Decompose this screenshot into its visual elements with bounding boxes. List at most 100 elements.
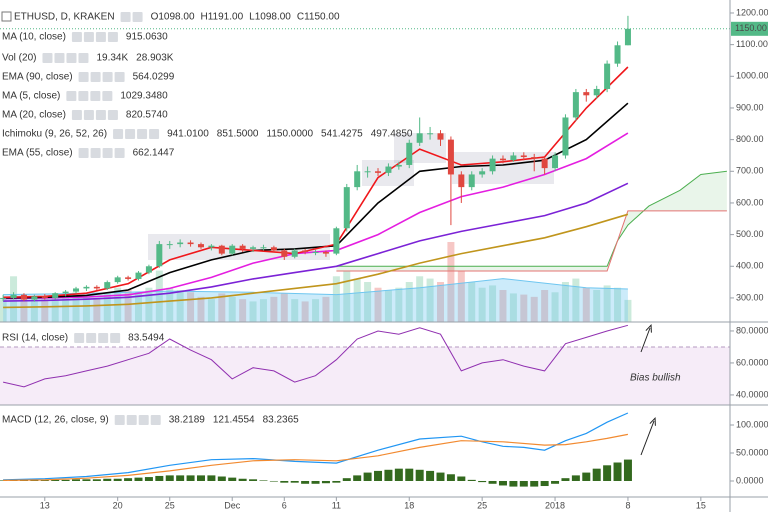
indicator-value: 83.5494 xyxy=(128,333,165,344)
indicator-value: 1150.0000 xyxy=(267,129,314,140)
annotation: Bias bullish xyxy=(630,373,681,384)
candle-body xyxy=(20,294,27,300)
volume-bar xyxy=(135,292,143,322)
candle-body xyxy=(187,242,194,245)
volume-bar xyxy=(353,278,361,322)
indicator-name: Vol (20) xyxy=(2,53,36,64)
indicator-icon xyxy=(42,53,53,63)
indicator-icon xyxy=(95,32,106,42)
moving-average xyxy=(3,102,629,299)
candle-body xyxy=(322,252,329,254)
candle-body xyxy=(416,133,423,143)
histogram-bar xyxy=(478,480,487,483)
candle-body xyxy=(10,294,17,298)
volume-bar xyxy=(572,278,580,322)
indicator-icon xyxy=(78,91,89,101)
volume-bar xyxy=(301,301,309,322)
candle-body xyxy=(447,139,454,175)
histogram-bar xyxy=(623,459,632,481)
histogram-bar xyxy=(426,470,435,481)
histogram-bar xyxy=(571,475,580,481)
indicator-value: 38.2189 xyxy=(169,415,206,426)
x-tick-label: 25 xyxy=(165,500,175,510)
x-tick-label: 8 xyxy=(625,500,630,510)
volume-bar xyxy=(249,301,257,322)
candle-body xyxy=(552,155,559,169)
candle-body xyxy=(468,174,475,188)
volume-bar xyxy=(530,296,538,322)
volume-bar xyxy=(520,294,528,322)
macd-pane xyxy=(0,412,632,487)
y-tick-label: 0.0000 xyxy=(736,475,764,485)
x-tick-label: 25 xyxy=(477,500,487,510)
histogram-bar xyxy=(113,478,122,481)
y-tick-label: 700.00 xyxy=(736,166,764,176)
volume-bar xyxy=(478,287,486,322)
histogram-bar xyxy=(196,475,205,481)
volume-bar xyxy=(457,270,465,322)
volume-bar xyxy=(280,293,288,322)
y-tick-label: 900.00 xyxy=(736,102,764,112)
volume-bar xyxy=(468,282,476,322)
indicator-icon xyxy=(71,32,82,42)
volume-bar xyxy=(197,296,205,322)
candle-body xyxy=(156,244,163,267)
histogram-bar xyxy=(124,478,133,481)
volume-bar xyxy=(593,290,601,322)
indicator-icon xyxy=(114,148,125,158)
candle-body xyxy=(93,286,100,289)
volume-bar xyxy=(218,293,226,322)
ohlc-value: C1150.00 xyxy=(297,12,340,23)
histogram-bar xyxy=(186,475,195,481)
indicator-icon xyxy=(90,148,101,158)
indicator-icon xyxy=(86,333,97,343)
histogram-bar xyxy=(603,465,612,481)
y-tick-label: 80.0000 xyxy=(736,325,768,335)
candle-body xyxy=(499,158,506,161)
indicator-icon xyxy=(114,72,125,82)
y-tick-label: 400.00 xyxy=(736,261,764,271)
indicator-name: EMA (90, close) xyxy=(2,72,73,83)
volume-bar xyxy=(551,292,559,322)
histogram-bar xyxy=(519,480,528,487)
x-tick-label: 2018 xyxy=(545,500,565,510)
indicator-icon xyxy=(114,415,125,425)
volume-bar xyxy=(0,299,7,322)
indicator-icon xyxy=(137,129,148,139)
histogram-bar xyxy=(61,479,70,481)
histogram-bar xyxy=(82,479,91,481)
candle-body xyxy=(343,187,350,229)
candle-body xyxy=(104,282,111,289)
volume-bar xyxy=(155,270,163,322)
volume-bar xyxy=(312,299,320,322)
indicator-icon xyxy=(138,415,149,425)
x-tick-label: 18 xyxy=(404,500,414,510)
candle-body xyxy=(593,88,600,96)
indicator-icon xyxy=(54,53,65,63)
candle-body xyxy=(531,157,538,159)
histogram-bar xyxy=(540,480,549,487)
volume-bar xyxy=(489,285,497,322)
histogram-bar xyxy=(30,480,39,481)
histogram-bar xyxy=(394,468,403,481)
candle-body xyxy=(302,250,309,253)
y-tick-label: 800.00 xyxy=(736,134,764,144)
header-icon xyxy=(120,12,131,22)
rsi-band xyxy=(0,346,730,405)
volume-bar xyxy=(259,299,267,322)
indicator-icon xyxy=(83,110,94,120)
indicator-icon xyxy=(126,415,137,425)
volume-bar xyxy=(603,285,611,322)
legend: ETHUSD, D, KRAKEN O1098.00 H1191.00 L1098.… xyxy=(1,11,413,426)
candle-body xyxy=(583,92,590,96)
candle-body xyxy=(437,133,444,140)
volume-bar xyxy=(166,287,174,322)
candle-body xyxy=(572,92,579,118)
candle-body xyxy=(427,133,434,135)
histogram-bar xyxy=(51,479,60,481)
histogram-bar xyxy=(446,474,455,481)
indicator-value: 83.2365 xyxy=(263,415,300,426)
indicator-icon xyxy=(98,333,109,343)
